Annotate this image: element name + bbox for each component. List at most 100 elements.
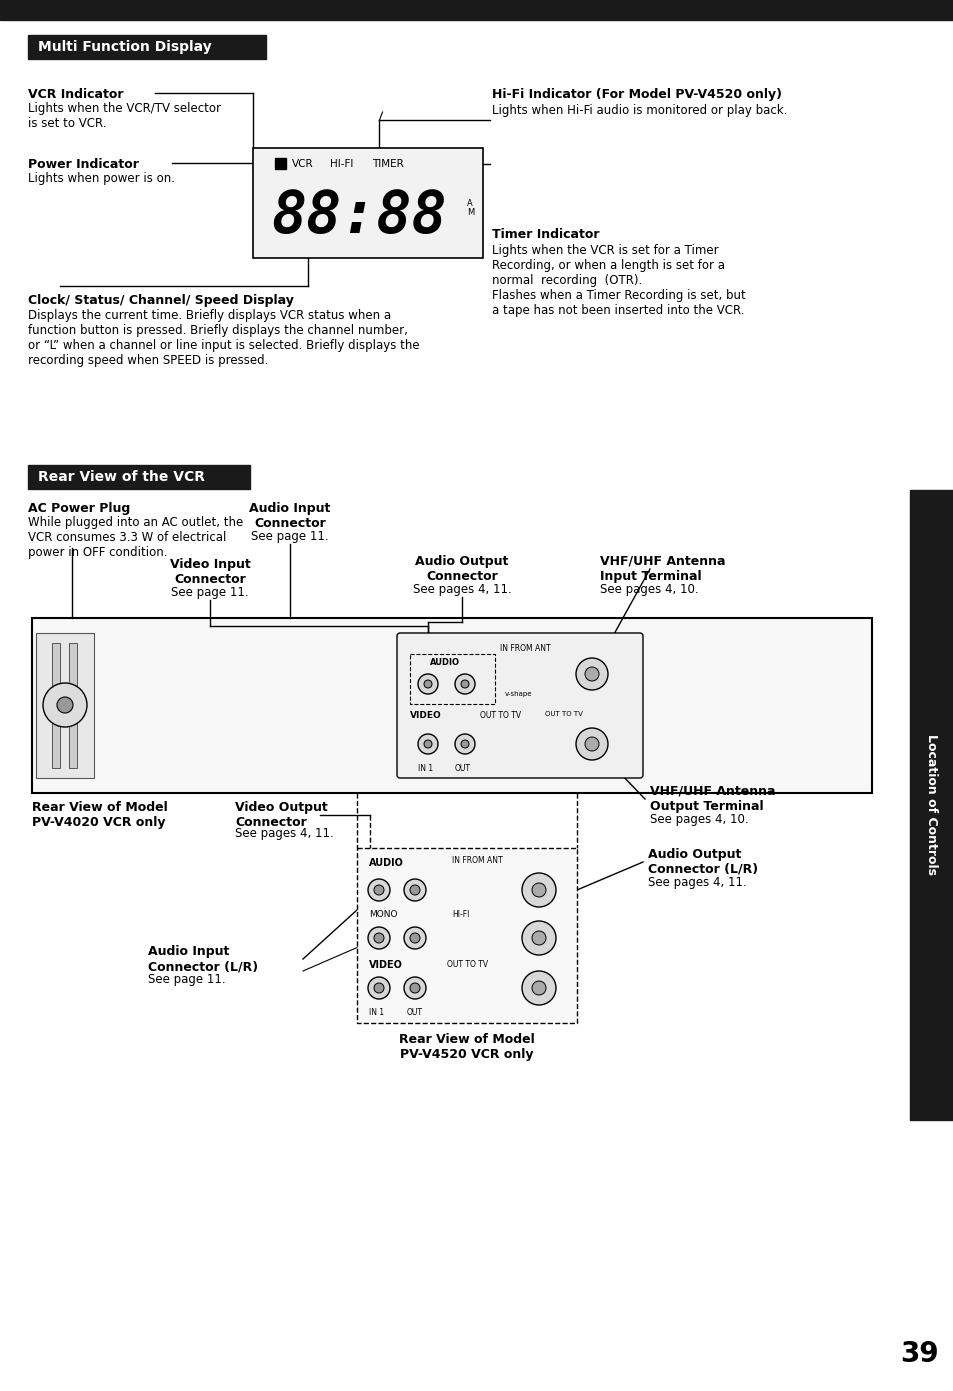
Text: Audio Input
Connector: Audio Input Connector: [249, 502, 331, 530]
Text: IN 1: IN 1: [369, 1008, 384, 1017]
Circle shape: [410, 885, 419, 894]
Bar: [32, 618, 871, 793]
Text: See page 11.: See page 11.: [171, 586, 249, 600]
Circle shape: [410, 933, 419, 943]
Text: IN FROM ANT: IN FROM ANT: [452, 855, 502, 865]
Circle shape: [403, 926, 426, 949]
Bar: [274, 159, 286, 168]
Text: Location of Controls: Location of Controls: [924, 734, 938, 875]
Text: Video Input
Connector: Video Input Connector: [170, 558, 250, 586]
Text: While plugged into an AC outlet, the
VCR consumes 3.3 W of electrical
power in O: While plugged into an AC outlet, the VCR…: [28, 516, 243, 559]
Circle shape: [368, 976, 390, 999]
Circle shape: [417, 734, 437, 754]
Text: Audio Output
Connector (L/R): Audio Output Connector (L/R): [647, 849, 758, 876]
Circle shape: [532, 981, 545, 995]
Text: OUT: OUT: [455, 764, 471, 773]
Text: See pages 4, 10.: See pages 4, 10.: [649, 812, 748, 826]
FancyBboxPatch shape: [396, 633, 642, 778]
Text: Rear View of Model
PV-V4520 VCR only: Rear View of Model PV-V4520 VCR only: [398, 1034, 535, 1061]
Circle shape: [460, 680, 469, 689]
Circle shape: [455, 675, 475, 694]
Text: Video Output
Connector: Video Output Connector: [234, 801, 328, 829]
Text: MONO: MONO: [369, 910, 397, 919]
Text: Audio Output
Connector: Audio Output Connector: [415, 555, 508, 583]
Circle shape: [423, 680, 432, 689]
Text: Multi Function Display: Multi Function Display: [38, 40, 212, 54]
Text: Power Indicator: Power Indicator: [28, 159, 139, 171]
Bar: [0, 0, 953, 19]
Text: AUDIO: AUDIO: [430, 658, 459, 668]
Circle shape: [521, 921, 556, 956]
Text: IN FROM ANT: IN FROM ANT: [499, 644, 550, 652]
Text: Timer Indicator: Timer Indicator: [492, 228, 598, 241]
Circle shape: [584, 668, 598, 682]
Circle shape: [368, 879, 390, 901]
Text: VIDEO: VIDEO: [410, 711, 441, 721]
Text: See pages 4, 11.: See pages 4, 11.: [647, 876, 746, 889]
Text: OUT TO TV: OUT TO TV: [447, 960, 488, 970]
Text: OUT TO TV: OUT TO TV: [479, 711, 520, 721]
Circle shape: [423, 740, 432, 748]
Text: Hi-Fi Indicator (For Model PV-V4520 only): Hi-Fi Indicator (For Model PV-V4520 only…: [492, 88, 781, 102]
Bar: [36, 633, 94, 778]
Text: A
M: A M: [467, 199, 474, 217]
Bar: [410, 654, 495, 704]
Text: IN 1: IN 1: [417, 764, 433, 773]
Text: VCR: VCR: [292, 159, 314, 168]
Bar: [909, 490, 953, 1120]
Text: VHF/UHF Antenna
Output Terminal: VHF/UHF Antenna Output Terminal: [649, 785, 775, 812]
Text: Lights when the VCR/TV selector
is set to VCR.: Lights when the VCR/TV selector is set t…: [28, 102, 221, 129]
Circle shape: [576, 727, 607, 759]
Text: VCR Indicator: VCR Indicator: [28, 88, 123, 102]
Text: Clock/ Status/ Channel/ Speed Display: Clock/ Status/ Channel/ Speed Display: [28, 294, 294, 307]
Text: TIMER: TIMER: [372, 159, 403, 168]
Text: Lights when Hi-Fi audio is monitored or play back.: Lights when Hi-Fi audio is monitored or …: [492, 104, 786, 117]
Circle shape: [374, 983, 384, 993]
Circle shape: [368, 926, 390, 949]
Text: HI-FI: HI-FI: [452, 910, 469, 919]
Text: Audio Input
Connector (L/R): Audio Input Connector (L/R): [148, 944, 258, 972]
Text: See pages 4, 11.: See pages 4, 11.: [234, 828, 334, 840]
Text: Rear View of Model
PV-V4020 VCR only: Rear View of Model PV-V4020 VCR only: [32, 801, 168, 829]
Circle shape: [374, 933, 384, 943]
Text: See page 11.: See page 11.: [148, 972, 226, 986]
Circle shape: [532, 931, 545, 944]
Circle shape: [417, 675, 437, 694]
Bar: [28, 465, 250, 490]
Text: v-shape: v-shape: [504, 691, 532, 697]
Text: AUDIO: AUDIO: [369, 858, 403, 868]
Text: HI-FI: HI-FI: [330, 159, 353, 168]
Text: Lights when power is on.: Lights when power is on.: [28, 172, 174, 185]
Circle shape: [532, 883, 545, 897]
Circle shape: [460, 740, 469, 748]
Bar: [28, 35, 266, 58]
Circle shape: [57, 697, 73, 714]
Text: Displays the current time. Briefly displays VCR status when a
function button is: Displays the current time. Briefly displ…: [28, 309, 419, 367]
Text: 39: 39: [899, 1340, 938, 1367]
Bar: [356, 849, 577, 1022]
Text: Rear View of the VCR: Rear View of the VCR: [38, 470, 205, 484]
Circle shape: [403, 879, 426, 901]
Text: OUT: OUT: [407, 1008, 422, 1017]
Circle shape: [455, 734, 475, 754]
Text: VIDEO: VIDEO: [369, 960, 402, 970]
Circle shape: [403, 976, 426, 999]
Circle shape: [576, 658, 607, 690]
Text: Lights when the VCR is set for a Timer
Recording, or when a length is set for a
: Lights when the VCR is set for a Timer R…: [492, 243, 745, 317]
Text: See pages 4, 11.: See pages 4, 11.: [413, 583, 511, 595]
Circle shape: [410, 983, 419, 993]
Circle shape: [521, 874, 556, 907]
Circle shape: [584, 737, 598, 751]
Circle shape: [521, 971, 556, 1006]
Text: OUT TO TV: OUT TO TV: [544, 711, 582, 716]
Bar: [253, 147, 482, 257]
Text: VHF/UHF Antenna
Input Terminal: VHF/UHF Antenna Input Terminal: [599, 555, 724, 583]
Circle shape: [43, 683, 87, 727]
Bar: [69, 643, 77, 768]
Text: 88:88: 88:88: [271, 188, 446, 245]
Text: AC Power Plug: AC Power Plug: [28, 502, 131, 515]
Text: See page 11.: See page 11.: [251, 530, 329, 542]
Bar: [52, 643, 60, 768]
Circle shape: [374, 885, 384, 894]
Text: See pages 4, 10.: See pages 4, 10.: [599, 583, 698, 595]
